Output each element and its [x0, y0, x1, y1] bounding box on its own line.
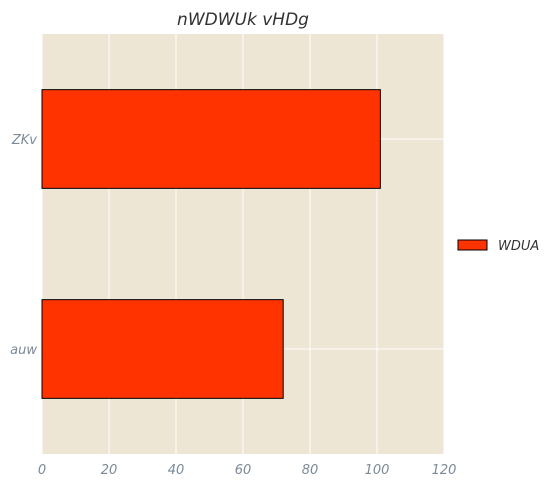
bar-ZKv — [41, 89, 381, 189]
bar-auw — [41, 299, 284, 399]
y-tick-label: ZKv — [11, 133, 37, 148]
legend-label: WDUA — [498, 239, 539, 254]
bars — [41, 89, 381, 399]
legend: WDUA — [457, 239, 539, 254]
x-tick-label: 20 — [101, 463, 118, 478]
x-axis-ticks: 0 20 40 60 80 100 120 — [38, 463, 457, 478]
x-tick-label: 0 — [38, 463, 46, 478]
x-tick-label: 100 — [365, 463, 390, 478]
x-tick-label: 60 — [235, 463, 252, 478]
chart-title: nWDWUk vHDg — [177, 10, 309, 30]
legend-swatch — [457, 239, 488, 251]
x-tick-label: 120 — [432, 463, 457, 478]
y-tick-label: auw — [10, 343, 37, 358]
x-tick-label: 40 — [168, 463, 185, 478]
y-axis-ticks: auw ZKv — [10, 133, 37, 358]
x-tick-label: 80 — [302, 463, 319, 478]
